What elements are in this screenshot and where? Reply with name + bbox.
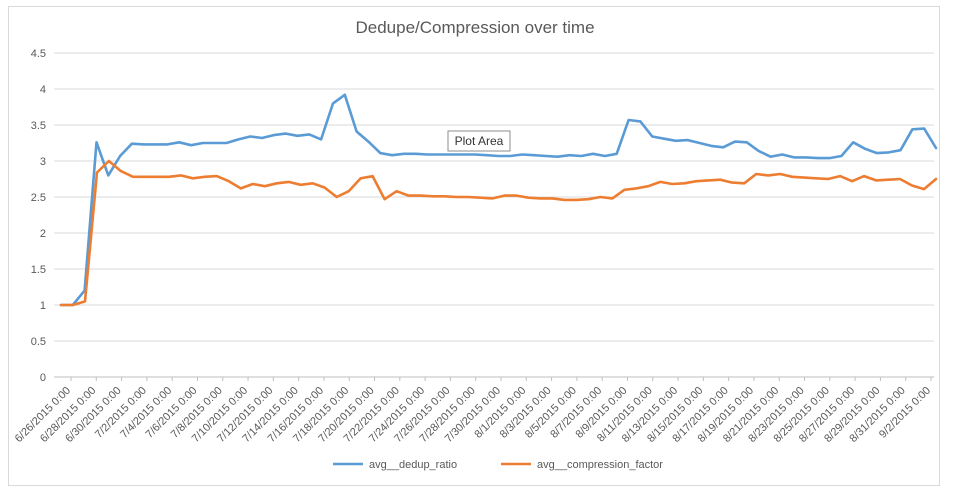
series-line-avg-dedup-ratio [59, 93, 938, 307]
legend: avg__dedup_ratio avg__compression_factor [333, 459, 663, 471]
x-axis-ticks: 6/26/2015 0:006/28/2015 0:006/30/2015 0:… [13, 377, 933, 445]
y-tick-label: 2.5 [31, 192, 46, 204]
y-tick-label: 1 [40, 300, 46, 312]
y-tick-label: 4 [40, 84, 46, 96]
legend-label: avg__dedup_ratio [369, 459, 457, 471]
y-tick-label: 4.5 [31, 48, 46, 60]
y-tick-label: 0 [40, 372, 46, 384]
y-tick-label: 3 [40, 156, 46, 168]
plot-area-tooltip: Plot Area [447, 130, 511, 152]
line-chart: Dedupe/Compression over time 0 0.5 1 1.5 2 2.… [13, 18, 938, 471]
series-lines [59, 93, 938, 307]
tooltip-box [447, 130, 511, 152]
series-line-avg-compression-factor [59, 159, 938, 307]
y-axis-ticks: 0 0.5 1 1.5 2 2.5 3 3.5 4 4.5 [31, 48, 46, 384]
y-tick-label: 0.5 [31, 336, 46, 348]
chart-area[interactable]: Dedupe/Compression over time 0 0.5 1 1.5 2 2.… [8, 6, 940, 486]
y-tick-label: 2 [40, 228, 46, 240]
gridlines [54, 52, 934, 378]
chart-title: Dedupe/Compression over time [355, 18, 594, 37]
legend-label: avg__compression_factor [537, 459, 663, 471]
y-tick-label: 1.5 [31, 264, 46, 276]
y-tick-label: 3.5 [31, 120, 46, 132]
tooltip-label: Plot Area [455, 134, 504, 148]
